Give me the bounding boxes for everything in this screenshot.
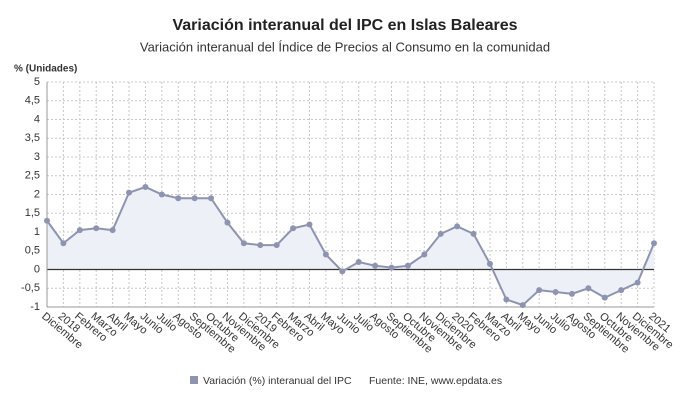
point: [208, 195, 215, 202]
y-tick-label: 2: [34, 188, 40, 200]
point: [142, 184, 149, 190]
point: [93, 225, 100, 232]
point: [421, 251, 428, 258]
point: [634, 279, 641, 286]
area: [47, 187, 654, 306]
point: [339, 268, 346, 275]
point: [454, 223, 461, 230]
y-tick-label: 0,5: [25, 245, 40, 257]
point: [503, 296, 510, 303]
y-tick-label: -0,5: [21, 282, 40, 294]
legend-label: Variación (%) interanual del IPC: [203, 375, 352, 387]
y-tick-label: 3,5: [25, 132, 40, 144]
y-axis-label: % (Unidades): [14, 64, 77, 75]
point: [404, 262, 411, 269]
point: [618, 287, 625, 294]
legend-marker: [190, 376, 198, 384]
y-tick-label: -1: [30, 301, 40, 313]
point: [306, 221, 313, 228]
point: [290, 225, 297, 232]
point: [651, 240, 657, 247]
point: [76, 227, 83, 234]
y-tick-label: 4,5: [25, 95, 40, 107]
point: [372, 262, 379, 269]
point: [601, 294, 608, 301]
point: [191, 195, 198, 202]
chart-title: Variación interanual del IPC en Islas Ba…: [172, 17, 517, 34]
point: [437, 230, 444, 237]
chart-subtitle: Variación interanual del Índice de Preci…: [140, 39, 550, 54]
point: [519, 302, 526, 309]
point: [273, 242, 280, 249]
point: [224, 219, 231, 226]
point: [552, 289, 559, 295]
point: [470, 230, 477, 237]
y-tick-label: 3: [34, 151, 40, 163]
point: [585, 285, 592, 292]
point: [109, 227, 116, 234]
point: [486, 260, 493, 267]
y-tick-label: 4: [34, 113, 40, 125]
point: [240, 240, 247, 247]
point: [536, 287, 543, 294]
point: [355, 259, 362, 265]
point: [60, 240, 67, 247]
point: [126, 189, 133, 196]
y-tick-label: 5: [34, 76, 40, 88]
y-tick-label: 1,5: [25, 207, 40, 219]
point: [44, 217, 50, 224]
point: [322, 251, 329, 258]
y-tick-label: 0: [34, 263, 40, 275]
point: [175, 195, 182, 202]
point: [388, 264, 395, 271]
point: [158, 191, 165, 198]
point: [257, 242, 264, 249]
source: Fuente: INE, www.epdata.es: [369, 375, 502, 387]
y-tick-label: 2,5: [25, 170, 40, 182]
point: [568, 290, 575, 297]
y-tick-label: 1: [34, 226, 40, 238]
